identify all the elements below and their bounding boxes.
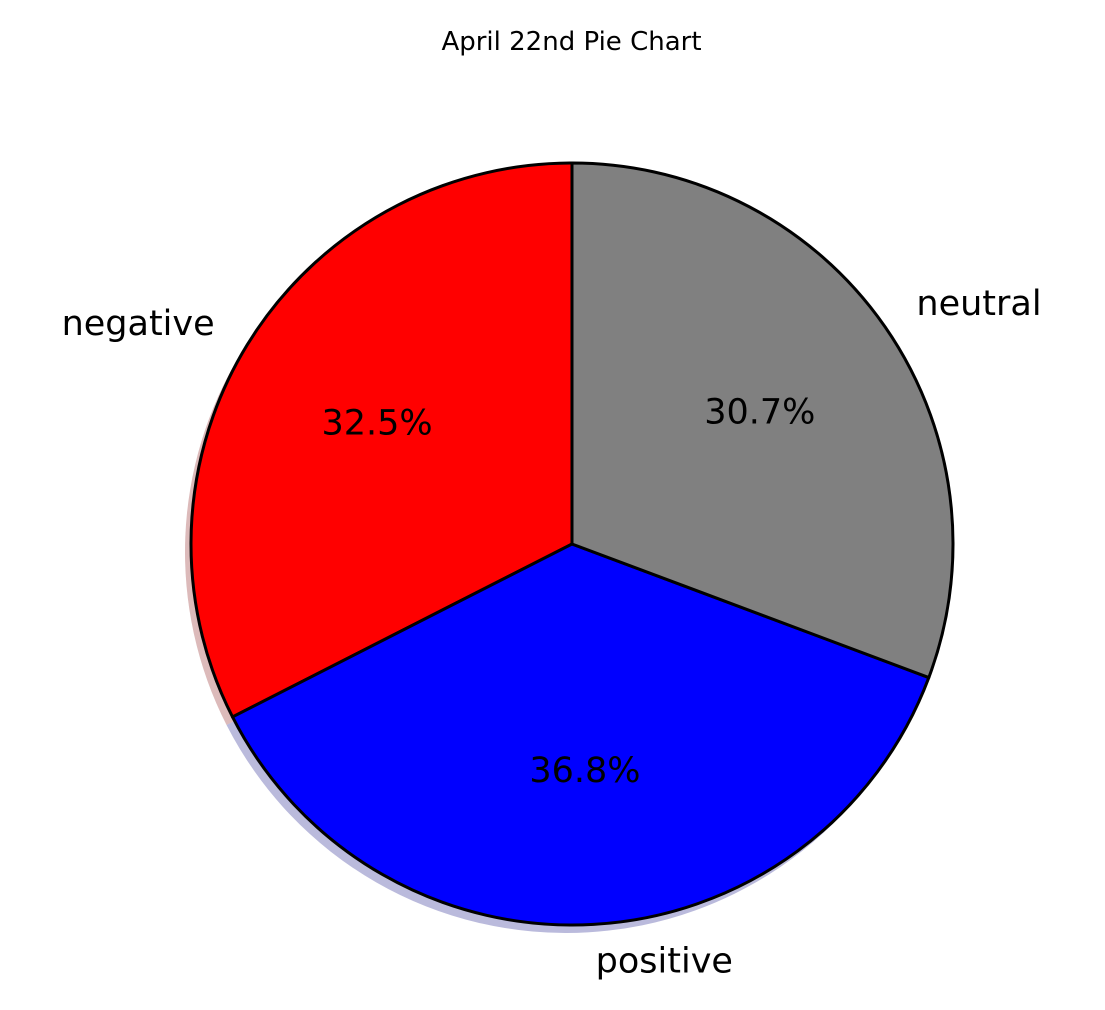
percent-label-negative: 32.5% bbox=[321, 404, 432, 444]
slice-label-negative: negative bbox=[62, 304, 215, 344]
pie-labels: 32.5% negative 36.8% positive 30.7% neutral bbox=[62, 284, 1042, 981]
percent-label-positive: 36.8% bbox=[529, 751, 640, 791]
pie-slice-neutral bbox=[570, 161, 955, 680]
pie-slices bbox=[189, 161, 955, 927]
slice-label-neutral: neutral bbox=[916, 284, 1041, 324]
pie-slice-positive bbox=[231, 542, 931, 927]
chart-title: April 22nd Pie Chart bbox=[441, 27, 702, 57]
slice-label-positive: positive bbox=[596, 941, 733, 981]
percent-label-neutral: 30.7% bbox=[704, 393, 815, 433]
pie-slice-negative bbox=[189, 161, 574, 719]
